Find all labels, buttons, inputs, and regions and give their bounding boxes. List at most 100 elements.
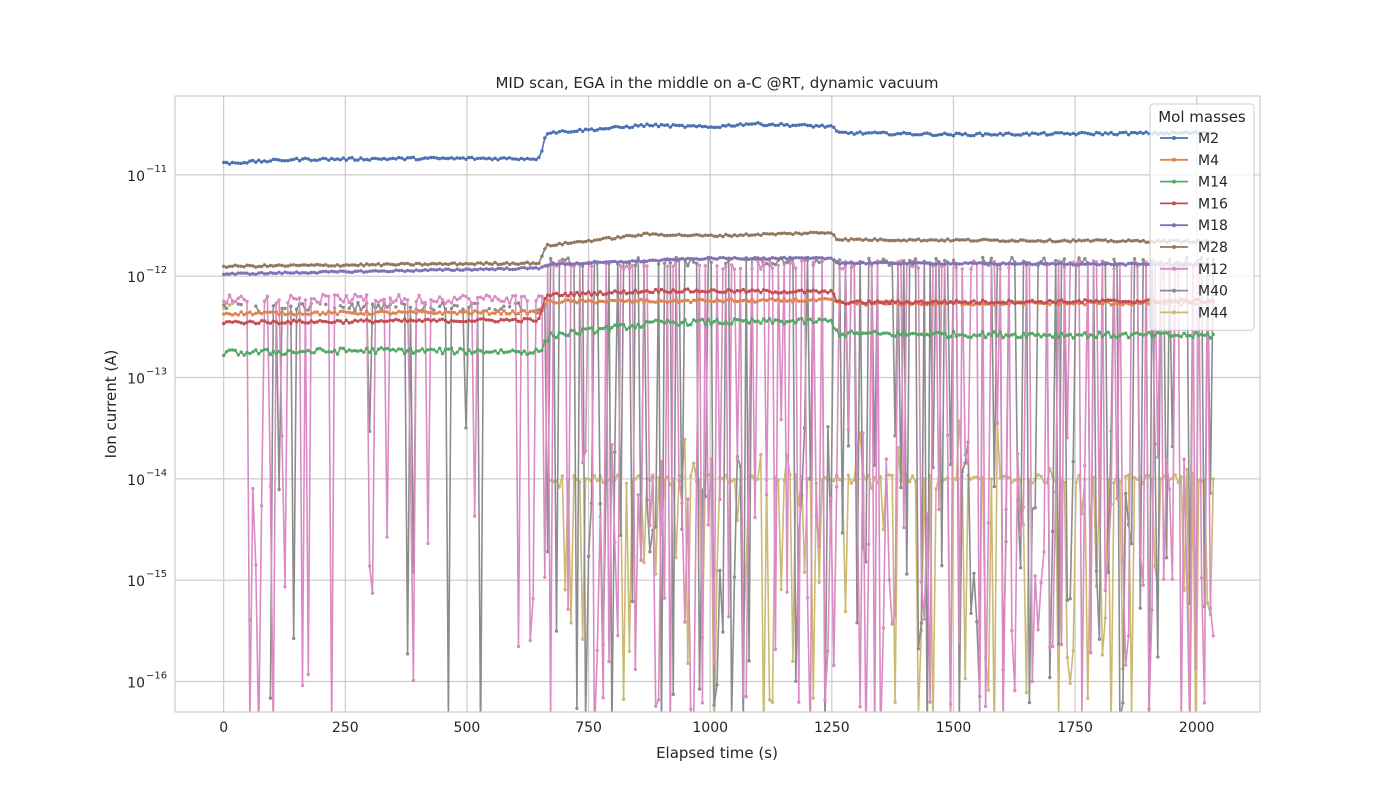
data-point-m18 — [478, 267, 483, 271]
data-point-m14 — [943, 331, 947, 336]
data-point-m16 — [639, 290, 643, 294]
data-point-m16 — [513, 317, 518, 322]
data-point-m4 — [493, 311, 497, 316]
data-point-m4 — [478, 311, 483, 315]
data-point-m12 — [470, 301, 474, 305]
data-point-m2 — [478, 156, 483, 160]
data-point-m2 — [496, 158, 500, 162]
data-point-m40 — [1010, 255, 1014, 260]
legend-label: M44 — [1198, 305, 1228, 321]
data-point-m2 — [365, 157, 369, 162]
data-point-m14 — [1091, 334, 1096, 338]
data-point-m18 — [721, 255, 725, 260]
data-point-m18 — [344, 270, 348, 274]
data-point-m16 — [814, 289, 818, 293]
data-point-m16 — [1106, 298, 1110, 302]
data-point-m28 — [475, 261, 480, 265]
data-point-m18 — [583, 261, 588, 265]
data-point-m12 — [505, 296, 509, 300]
data-point-m2 — [750, 122, 754, 126]
data-point-m16 — [721, 290, 725, 294]
data-point-m12 — [729, 263, 734, 267]
data-point-m28 — [1115, 240, 1119, 244]
data-point-m18 — [382, 269, 386, 273]
data-point-m18 — [928, 262, 932, 266]
data-point-m14 — [729, 322, 734, 326]
data-point-m12 — [589, 264, 594, 268]
data-point-m18 — [986, 261, 991, 266]
data-point-m14 — [978, 333, 982, 337]
data-point-m2 — [397, 155, 401, 160]
data-point-m4 — [773, 298, 778, 303]
data-point-m18 — [1074, 263, 1078, 267]
data-point-m4 — [683, 298, 687, 303]
data-point-m16 — [694, 288, 699, 292]
data-point-m4 — [823, 296, 827, 301]
data-point-m14 — [1030, 331, 1035, 336]
data-point-m40 — [747, 659, 751, 663]
data-point-m18 — [581, 261, 585, 266]
data-point-m40 — [1164, 556, 1169, 560]
data-point-m12 — [689, 707, 693, 711]
data-point-m18 — [391, 269, 395, 273]
data-point-m40 — [575, 706, 579, 711]
legend-label: M40 — [1198, 284, 1228, 300]
data-point-m2 — [791, 123, 795, 128]
data-point-m4 — [370, 312, 375, 317]
data-point-m12 — [227, 293, 232, 297]
data-point-m4 — [762, 297, 766, 302]
data-point-m4 — [522, 309, 526, 313]
data-point-m16 — [680, 290, 684, 294]
legend-label: M16 — [1198, 196, 1228, 212]
data-point-m18 — [397, 268, 401, 273]
data-point-m2 — [1100, 133, 1105, 137]
data-point-m16 — [826, 291, 830, 295]
data-point-m16 — [697, 290, 702, 294]
y-tick-exponent: −13 — [146, 367, 167, 378]
data-point-m14 — [318, 346, 322, 351]
data-point-m28 — [1129, 239, 1134, 243]
data-point-m16 — [1030, 298, 1035, 303]
data-point-m16 — [925, 301, 929, 305]
data-point-m4 — [391, 311, 395, 315]
data-point-m14 — [338, 346, 343, 350]
data-point-m14 — [601, 326, 605, 331]
data-point-m12 — [251, 486, 255, 491]
data-point-m44 — [1039, 474, 1043, 479]
data-point-m44 — [756, 477, 760, 481]
data-point-m28 — [764, 232, 769, 236]
data-point-m12 — [262, 299, 267, 303]
data-point-m14 — [1124, 331, 1128, 335]
data-point-m28 — [709, 233, 713, 237]
data-point-m14 — [1153, 334, 1157, 338]
data-point-m2 — [1001, 133, 1005, 137]
data-point-m4 — [735, 299, 740, 304]
data-point-m28 — [642, 231, 646, 236]
data-point-m16 — [423, 318, 427, 322]
data-point-m28 — [1124, 239, 1128, 244]
data-point-m2 — [222, 160, 226, 165]
data-point-m40 — [817, 260, 821, 265]
data-point-m4 — [548, 299, 553, 303]
data-point-m14 — [248, 351, 252, 356]
data-point-m4 — [429, 311, 433, 315]
data-point-m2 — [986, 132, 991, 136]
data-point-m14 — [668, 320, 672, 324]
data-point-m2 — [686, 124, 690, 128]
data-point-m40 — [283, 306, 287, 311]
data-point-m28 — [560, 243, 564, 247]
data-point-m18 — [893, 261, 897, 266]
data-point-m14 — [910, 331, 915, 336]
data-point-m28 — [376, 262, 381, 266]
data-point-m14 — [230, 348, 235, 352]
data-point-m12 — [627, 266, 632, 271]
data-point-m14 — [478, 349, 483, 353]
data-point-m2 — [408, 156, 413, 160]
data-point-m2 — [356, 158, 360, 162]
data-point-m12 — [686, 497, 690, 501]
data-point-m2 — [435, 156, 439, 160]
data-point-m16 — [954, 298, 959, 303]
data-point-m18 — [954, 262, 959, 266]
data-point-m12 — [315, 300, 319, 304]
data-point-m16 — [525, 317, 529, 321]
